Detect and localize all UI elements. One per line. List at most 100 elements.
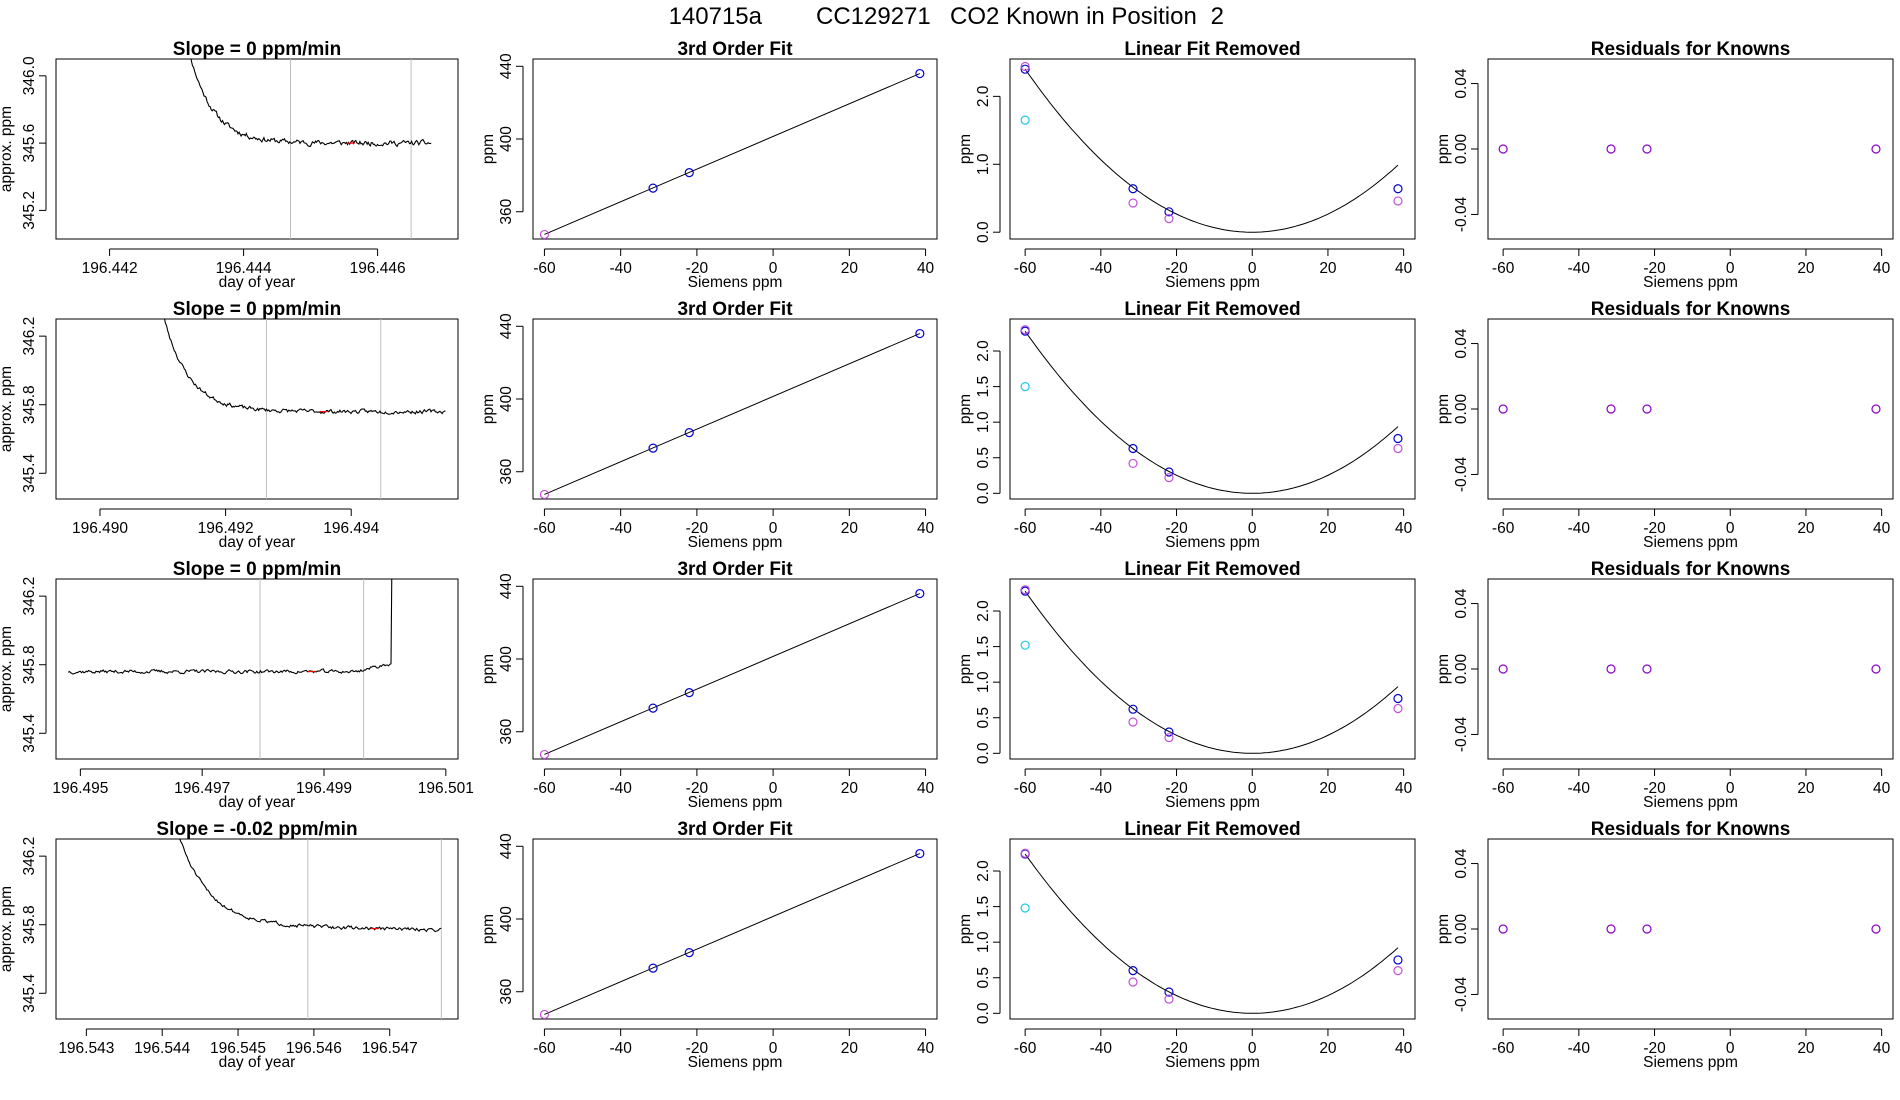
fit-point: [1164, 727, 1174, 737]
x-tick-label: -60: [533, 260, 556, 277]
y-tick-label: 1.5: [975, 896, 992, 918]
x-tick-label: 20: [1797, 520, 1815, 537]
knowns-point: [1393, 966, 1403, 976]
panel-title: Slope = -0.02 ppm/min: [156, 819, 357, 840]
x-tick-label: 196.442: [82, 260, 138, 277]
y-axis-label: ppm: [480, 394, 497, 424]
x-tick-label: 0: [769, 1040, 778, 1057]
x-tick-label: 0: [1726, 780, 1735, 797]
knowns-point: [1020, 585, 1030, 595]
x-tick-label: 0: [1248, 780, 1257, 797]
x-tick-label: -60: [1492, 520, 1515, 537]
residual-point: [1606, 664, 1616, 674]
x-tick-label: 0: [1248, 1040, 1257, 1057]
plot-frame: [1009, 318, 1416, 500]
fit-line: [544, 73, 921, 235]
plot-area: [1020, 61, 1403, 233]
y-tick-label: 0.00: [1453, 134, 1470, 165]
x-tick-label: -60: [1014, 1040, 1037, 1057]
y-tick-label: 1.5: [975, 636, 992, 658]
panel-grid: Slope = 0 ppm/min 196.442 196.444 196.446 da…: [0, 39, 1894, 1071]
x-tick-label: -20: [1643, 260, 1666, 277]
x-tick-label: 196.497: [174, 780, 230, 797]
y-tick-label: 440: [498, 833, 515, 859]
x-tick-label: 20: [1797, 1040, 1815, 1057]
plot-frame: [532, 838, 938, 1020]
panel-title: 3rd Order Fit: [677, 39, 793, 60]
y-tick-label: 345.4: [21, 714, 38, 753]
residual-point: [1871, 404, 1881, 414]
x-tick-label: -40: [1090, 1040, 1113, 1057]
data-trace: [67, 579, 393, 675]
x-axis-label: Siemens ppm: [688, 274, 783, 291]
y-axis-label: approx. ppm: [0, 366, 15, 452]
x-tick-label: 20: [1319, 780, 1337, 797]
x-tick-label: -40: [609, 520, 632, 537]
fit-point: [1164, 987, 1174, 997]
y-tick-label: 346.2: [21, 837, 38, 876]
x-tick-label: -20: [1165, 780, 1188, 797]
plot-area: [1498, 664, 1881, 674]
y-tick-label: -0.04: [1453, 456, 1470, 492]
quadratic-curve: [1024, 853, 1399, 1014]
fit-point: [684, 948, 694, 958]
y-tick-label: 400: [498, 126, 515, 152]
x-tick-label: 40: [917, 780, 935, 797]
knowns-point: [1020, 325, 1030, 335]
x-tick-label: 40: [1873, 260, 1891, 277]
residual-point: [1642, 664, 1652, 674]
x-axis-label: Siemens ppm: [688, 534, 783, 551]
fit-point: [915, 588, 925, 599]
panel-title: 3rd Order Fit: [677, 819, 793, 840]
quadratic-curve: [1024, 330, 1399, 494]
panel-r1-linrem: Linear Fit Removed -60 -40 -20 0 20 40 Siemens …: [957, 39, 1416, 291]
x-tick-label: -60: [1492, 780, 1515, 797]
panel-title: Slope = 0 ppm/min: [173, 559, 341, 580]
x-axis-label: Siemens ppm: [1165, 794, 1260, 811]
x-tick-label: 0: [1726, 260, 1735, 277]
quadratic-curve: [1024, 68, 1399, 233]
plot-area: [67, 579, 393, 759]
y-axis-label: ppm: [957, 654, 974, 684]
y-tick-label: 1.0: [975, 153, 992, 175]
panel-r1-trace: Slope = 0 ppm/min 196.442 196.444 196.446 da…: [0, 39, 459, 291]
y-tick-label: 440: [498, 313, 515, 339]
residual-point: [1642, 144, 1652, 154]
x-tick-label: 40: [1395, 1040, 1413, 1057]
data-trace: [179, 839, 442, 933]
fit-point: [539, 1009, 550, 1019]
y-tick-label: 1.0: [975, 411, 992, 433]
x-tick-label: -20: [1165, 260, 1188, 277]
plot-frame: [1009, 838, 1416, 1020]
y-tick-label: 0.00: [1453, 654, 1470, 685]
y-axis-label: approx. ppm: [0, 626, 15, 712]
y-tick-label: 0.5: [975, 447, 992, 469]
x-tick-label: -60: [533, 1040, 556, 1057]
x-tick-label: -20: [1165, 520, 1188, 537]
data-trace: [163, 319, 446, 415]
y-tick-label: 400: [498, 386, 515, 412]
x-tick-label: -20: [1643, 520, 1666, 537]
residual-point: [1642, 404, 1652, 414]
x-tick-label: 20: [1319, 260, 1337, 277]
fit-point: [1393, 184, 1403, 194]
knowns-point: [1393, 443, 1403, 454]
fit-point: [684, 688, 694, 698]
x-tick-label: 196.547: [362, 1040, 418, 1057]
y-tick-label: 346.2: [21, 317, 38, 356]
knowns-point: [1164, 473, 1174, 483]
y-tick-label: 360: [498, 458, 515, 484]
panel-title: Linear Fit Removed: [1124, 559, 1300, 580]
x-axis-label: Siemens ppm: [1165, 534, 1260, 551]
fit-point: [1164, 207, 1174, 217]
y-tick-label: 345.8: [21, 645, 38, 684]
knowns-point: [1128, 458, 1138, 469]
y-tick-label: 1.5: [975, 376, 992, 398]
x-tick-label: -60: [1014, 780, 1037, 797]
x-tick-label: 196.544: [134, 1040, 190, 1057]
plot-frame: [55, 58, 459, 240]
x-tick-label: 20: [1797, 780, 1815, 797]
fit-point: [684, 168, 694, 178]
knowns-point: [1128, 717, 1138, 727]
plot-frame: [55, 578, 459, 760]
